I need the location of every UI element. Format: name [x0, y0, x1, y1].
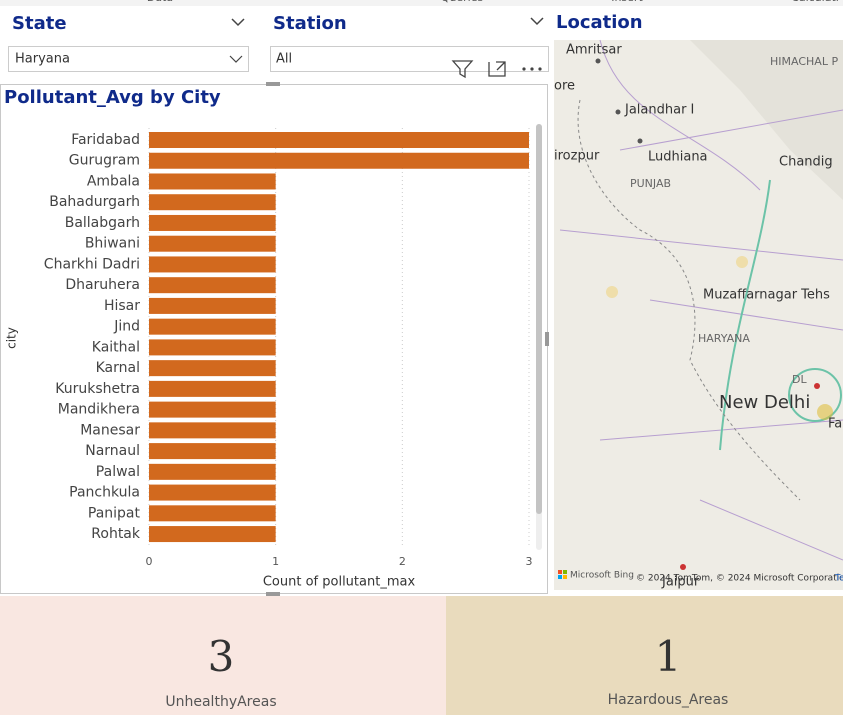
y-tick-label: Bahadurgarh: [49, 194, 140, 210]
y-tick-label: Rohtak: [91, 526, 141, 542]
slicer-chevron[interactable]: [530, 17, 544, 26]
more-icon[interactable]: [522, 67, 542, 71]
bar: [149, 173, 276, 190]
filter-icon[interactable]: [451, 60, 474, 79]
y-tick-label: Bhiwani: [85, 236, 140, 252]
y-axis-title: city: [5, 327, 19, 349]
bar: [149, 505, 276, 522]
ribbon-label[interactable]: Data: [147, 0, 173, 4]
bing-logo: [558, 570, 567, 579]
card: [446, 596, 843, 715]
map-terms-link[interactable]: Te: [834, 574, 843, 584]
bar: [149, 360, 276, 377]
card-value: 3: [208, 632, 235, 681]
slicer-title: State: [12, 13, 67, 34]
map-labels: Amritsar HIMACHAL P ore Jalandhar I iroz…: [554, 43, 843, 590]
bar: [149, 380, 276, 397]
map-label: HIMACHAL P: [770, 55, 838, 68]
bar: [149, 318, 276, 335]
bar: [149, 339, 276, 356]
y-tick-label: Panchkula: [69, 485, 140, 501]
map-label: Chandig: [779, 155, 833, 170]
map-label: Amritsar: [566, 43, 622, 58]
y-tick-label: Kaithal: [92, 339, 140, 355]
ribbon-label[interactable]: Calculati: [791, 0, 839, 4]
dropdown-chevron[interactable]: [229, 55, 243, 63]
ribbon-label[interactable]: Insert: [611, 0, 643, 4]
y-tick-label: Ballabgarh: [65, 215, 140, 231]
bar: [149, 132, 529, 148]
bar: [149, 152, 529, 169]
bar: [149, 277, 276, 294]
y-tick-label: Faridabad: [71, 132, 140, 148]
slicer-dropdown[interactable]: [8, 46, 249, 72]
map-label: HARYANA: [698, 332, 750, 345]
bar: [149, 484, 276, 501]
bar: [149, 214, 276, 231]
map-label: New Delhi: [719, 392, 810, 413]
slicer-value: Haryana: [15, 52, 70, 67]
map-label: Muzaffarnagar Tehs: [703, 288, 830, 303]
x-axis-title: Count of pollutant_max: [263, 575, 416, 590]
map-label: ore: [554, 79, 575, 94]
bar: [149, 256, 276, 273]
bar: [149, 422, 276, 439]
y-tick-label: Gurugram: [69, 153, 140, 169]
card-label: UnhealthyAreas: [165, 694, 276, 710]
y-tick-label: Mandikhera: [58, 402, 140, 418]
y-tick-label: Hisar: [104, 298, 140, 314]
y-tick-label: Jind: [113, 319, 140, 335]
bar-chart: 0 1 2 3 Faridabad Gurugram Ambala Bahadurgarh Ba…: [44, 128, 533, 568]
x-tick-label: 1: [272, 555, 279, 568]
map-label: DL: [792, 373, 807, 386]
slicer-chevron[interactable]: [231, 18, 245, 27]
resize-handles: [266, 82, 549, 596]
card-value: 1: [655, 632, 682, 681]
bar: [149, 443, 276, 460]
map-title: Location: [556, 12, 643, 33]
y-tick-label: Karnal: [96, 360, 140, 376]
card: [0, 596, 446, 715]
ribbon-label[interactable]: Queries: [441, 0, 484, 4]
y-tick-label: Charkhi Dadri: [44, 256, 140, 272]
bar: [149, 401, 276, 418]
slicer-title: Station: [273, 13, 347, 34]
x-tick-label: 3: [526, 555, 533, 568]
ribbon: [0, 0, 843, 6]
card-label: Hazardous_Areas: [608, 692, 729, 708]
scrollbar-thumb[interactable]: [536, 124, 542, 514]
y-tick-label: Palwal: [96, 464, 140, 480]
map[interactable]: [554, 39, 843, 590]
y-tick-label: Kurukshetra: [55, 381, 140, 397]
map-logo-text: Microsoft Bing: [570, 571, 634, 581]
map-label: PUNJAB: [630, 177, 671, 190]
map-label: Jaipur: [661, 575, 700, 590]
map-label: Ludhiana: [648, 150, 708, 165]
focus-icon[interactable]: [488, 61, 506, 77]
x-tick-label: 0: [146, 555, 153, 568]
bar: [149, 235, 276, 252]
map-label: Fa: [828, 417, 842, 432]
bar: [149, 297, 276, 314]
map-label: Jalandhar I: [624, 103, 694, 118]
y-tick-label: Dharuhera: [65, 277, 140, 293]
y-tick-label: Manesar: [80, 422, 140, 438]
chart-title: Pollutant_Avg by City: [4, 87, 221, 108]
bar: [149, 463, 276, 480]
map-label: irozpur: [554, 149, 600, 164]
bar: [149, 526, 276, 543]
y-tick-label: Panipat: [88, 505, 141, 521]
y-tick-label: Ambala: [87, 173, 140, 189]
map-attribution: © 2024 TomTom, © 2024 Microsoft Corporat…: [636, 574, 843, 584]
slicer-value: All: [276, 52, 292, 67]
y-tick-label: Narnaul: [85, 443, 140, 459]
bar: [149, 194, 276, 211]
x-tick-label: 2: [399, 555, 406, 568]
slicer-dropdown[interactable]: [270, 46, 549, 72]
